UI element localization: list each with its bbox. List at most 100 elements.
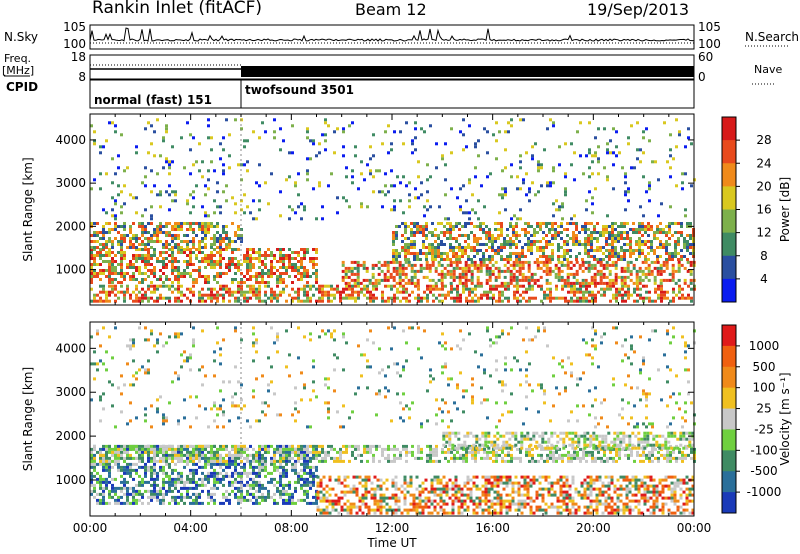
data-cell [524,234,527,237]
data-cell [90,272,93,275]
data-cell [165,157,168,161]
data-cell [240,489,243,493]
data-cell [471,193,474,197]
data-cell [222,248,225,251]
data-cell [444,444,447,448]
data-cell [567,450,570,454]
data-cell [509,225,512,228]
data-cell [578,240,581,243]
data-cell [449,237,452,240]
data-cell [309,483,312,487]
data-cell [485,278,489,282]
data-cell [312,477,315,481]
data-cell [431,234,434,237]
data-cell [398,260,402,264]
data-cell [324,118,327,122]
data-cell [306,462,309,466]
data-cell [207,263,210,266]
data-cell [327,444,330,448]
data-cell [413,222,416,225]
data-cell [186,260,189,263]
data-cell [279,127,282,131]
data-cell [177,266,180,269]
data-cell [171,453,174,457]
data-cell [408,181,411,185]
data-cell [321,459,324,463]
data-cell [117,456,120,460]
data-cell [513,456,516,460]
data-cell [527,222,530,225]
data-cell [222,492,225,496]
data-cell [249,465,252,469]
data-cell [530,275,534,279]
data-cell [255,483,258,487]
data-cell [325,490,329,494]
data-cell [615,154,618,158]
data-cell [189,480,192,484]
data-cell [135,269,138,272]
data-cell [459,187,462,191]
data-cell [465,459,468,463]
data-cell [255,272,258,275]
data-cell [303,459,306,463]
data-cell [384,130,387,134]
data-cell [207,278,210,281]
data-cell [303,287,306,291]
data-cell [234,231,237,234]
data-cell [504,284,507,288]
data-cell [606,151,609,155]
data-cell [438,287,441,291]
data-cell [537,166,540,170]
data-cell [180,477,183,481]
data-cell [159,489,162,493]
data-cell [566,243,569,246]
data-cell [264,251,267,254]
data-cell [114,214,117,218]
data-cell [494,266,498,270]
data-cell [638,222,641,225]
data-cell [507,450,510,454]
data-cell [593,258,596,261]
data-cell [346,499,350,503]
data-cell [459,296,462,300]
data-cell [486,290,489,294]
data-cell [129,296,132,300]
data-cell [413,231,416,234]
data-cell [477,217,480,221]
data-cell [407,252,410,255]
data-cell [258,489,261,493]
data-cell [495,139,498,143]
data-cell [207,474,210,478]
data-cell [392,249,395,252]
data-cell [300,453,303,457]
data-cell [512,266,516,270]
data-cell [318,299,321,303]
data-cell [204,293,207,297]
data-cell [369,444,372,448]
data-cell [315,498,318,502]
data-cell [294,266,297,269]
data-cell [372,299,375,303]
data-cell [615,290,618,294]
data-cell [546,453,549,457]
data-cell [99,269,102,272]
data-cell [165,251,168,254]
data-cell [120,290,123,294]
data-cell [273,492,276,496]
data-cell [150,468,153,472]
data-cell [432,459,435,463]
data-cell [159,447,162,451]
data-cell [177,222,180,225]
data-cell [273,118,276,122]
data-cell [606,284,609,288]
data-cell [407,278,411,282]
data-cell [497,269,501,273]
data-cell [309,257,312,260]
data-cell [671,269,675,273]
data-cell [105,211,108,215]
data-cell [629,272,633,276]
data-cell [437,255,440,258]
data-cell [303,205,306,209]
data-cell [120,263,123,266]
data-cell [120,486,123,490]
